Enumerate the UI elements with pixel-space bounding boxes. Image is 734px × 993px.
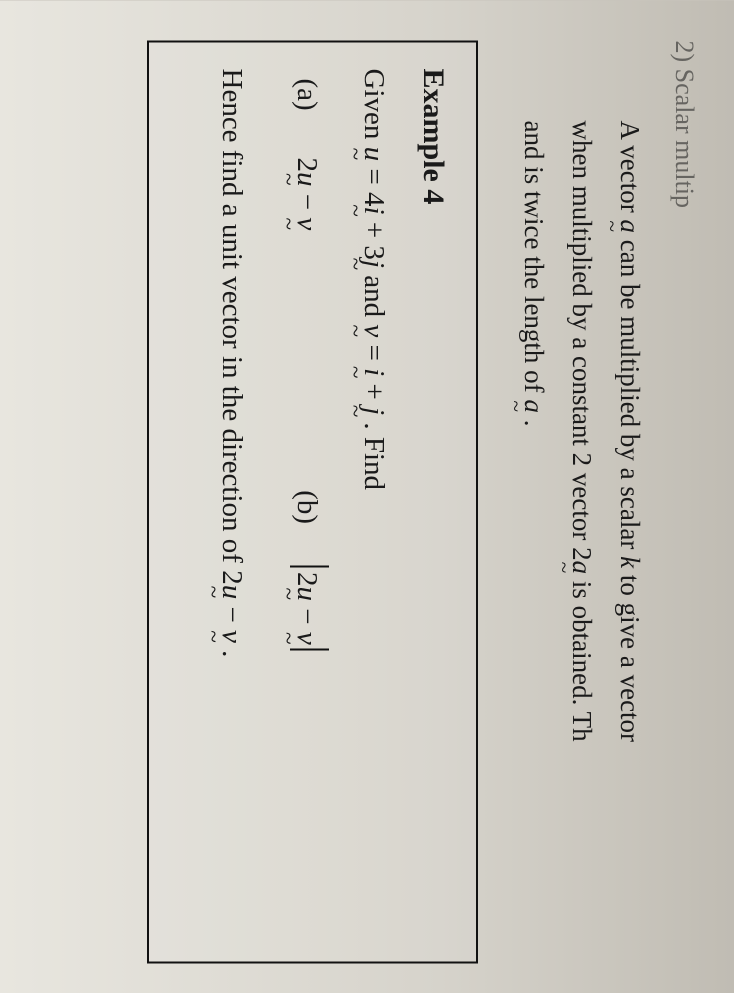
magnitude: 2u − v xyxy=(291,561,323,654)
text: Given xyxy=(358,68,390,146)
section-num: 2) Scalar multip xyxy=(670,40,699,208)
text: when multiplied by a constant 2 vector xyxy=(567,120,597,547)
two: 2 xyxy=(567,547,597,561)
intro-line-1: A vector a can be multiplied by a scalar… xyxy=(608,120,650,963)
vector-u: u xyxy=(351,146,396,161)
part-b-label: (b) xyxy=(284,490,329,540)
vector-v: v xyxy=(351,324,396,337)
text: + xyxy=(358,376,390,407)
vector-i: i xyxy=(351,368,396,376)
text: to give a vector xyxy=(615,568,645,742)
text: is obtained. Th xyxy=(567,574,597,741)
minus: − xyxy=(216,599,248,630)
vector-v: v xyxy=(209,630,254,643)
scalar-k: k xyxy=(615,556,645,568)
coef-2: 2 xyxy=(216,570,248,585)
vector-a: a xyxy=(560,560,602,574)
section-header-cutoff: 2) Scalar multip xyxy=(664,40,704,963)
text: Hence find a unit vector in the directio… xyxy=(216,68,248,570)
vector-a: a xyxy=(512,399,554,413)
hence-line: Hence find a unit vector in the directio… xyxy=(209,68,254,935)
vector-v: v xyxy=(284,631,329,644)
text: . xyxy=(216,642,248,657)
text: = 4 xyxy=(358,161,390,206)
text: . xyxy=(519,412,549,426)
text: = xyxy=(358,337,390,368)
text: A vector xyxy=(615,120,645,219)
coef-2: 2 xyxy=(291,571,323,586)
vector-i: i xyxy=(351,206,396,214)
part-a: (a) 2u − v xyxy=(284,78,329,230)
page: 2) Scalar multip A vector a can be multi… xyxy=(0,0,734,993)
text: can be multiplied by a scalar xyxy=(615,232,645,555)
intro-line-2: when multiplied by a constant 2 vector 2… xyxy=(560,120,602,963)
text: and is twice the length of xyxy=(519,120,549,399)
intro-line-3: and is twice the length of a . xyxy=(512,120,554,963)
vector-a: a xyxy=(608,219,650,233)
parts-row: (a) 2u − v (b) 2u − v xyxy=(284,78,329,935)
vector-j: j xyxy=(351,407,396,415)
part-a-label: (a) xyxy=(284,78,329,128)
vector-u: u xyxy=(284,172,329,187)
part-b: (b) 2u − v xyxy=(284,490,329,654)
minus: − xyxy=(291,186,323,217)
vector-j: j xyxy=(351,259,396,267)
text: . Find xyxy=(358,415,390,490)
vector-u: u xyxy=(209,584,254,599)
example-box: Example 4 Given u = 4i + 3j and v = i + … xyxy=(147,40,478,963)
vector-v: v xyxy=(284,217,329,230)
intro-paragraph: A vector a can be multiplied by a scalar… xyxy=(512,40,650,963)
given-line: Given u = 4i + 3j and v = i + j . Find xyxy=(351,68,396,935)
minus: − xyxy=(291,600,323,631)
example-title: Example 4 xyxy=(410,68,457,935)
text: and xyxy=(358,267,390,323)
text: + 3 xyxy=(358,214,390,259)
coef-2: 2 xyxy=(291,157,323,172)
vector-u: u xyxy=(284,586,329,601)
